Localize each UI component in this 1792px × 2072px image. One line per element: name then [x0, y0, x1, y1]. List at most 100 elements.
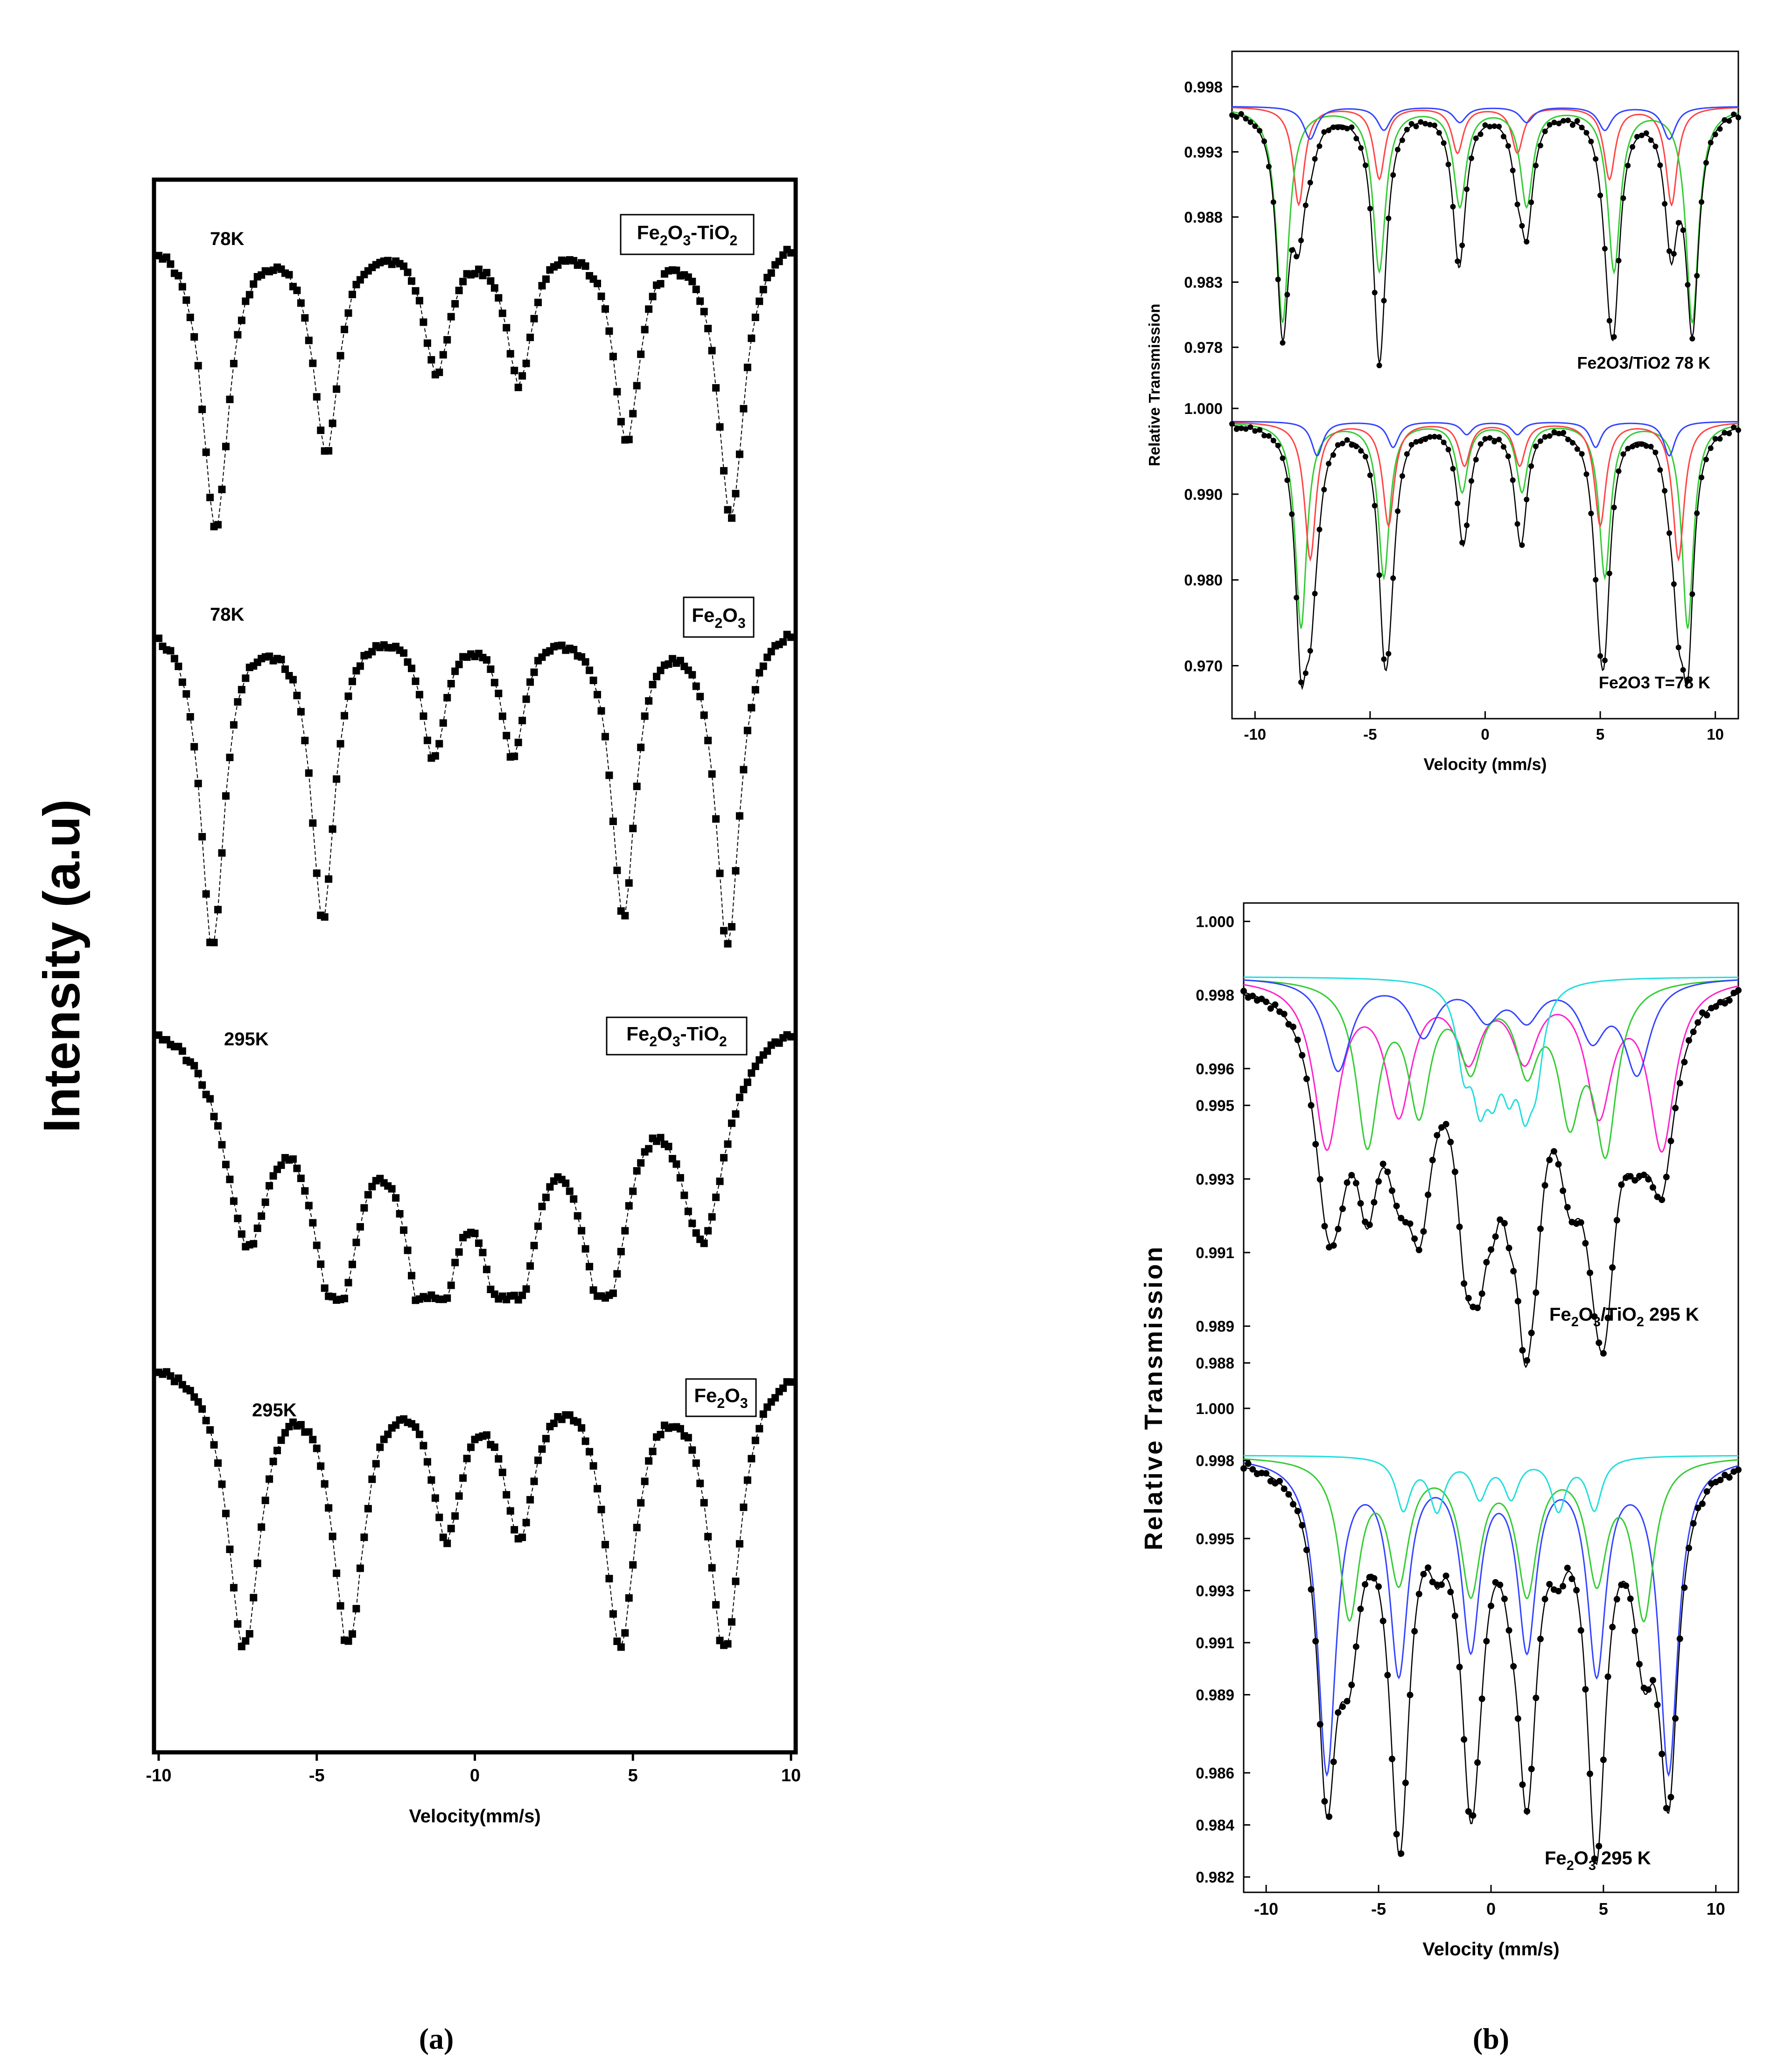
- data-point: [471, 1230, 479, 1238]
- data-point: [511, 366, 518, 374]
- data-point: [242, 674, 250, 682]
- data-point: [1620, 451, 1626, 457]
- data-point: [341, 712, 349, 720]
- y-tick-label: 0.996: [1196, 1060, 1234, 1078]
- data-point: [1330, 1758, 1337, 1765]
- data-point: [479, 1249, 487, 1257]
- data-point: [1565, 117, 1571, 123]
- data-point: [1671, 581, 1677, 587]
- subspectrum-1: [1243, 979, 1739, 1159]
- data-point: [1294, 1036, 1301, 1043]
- temperature-label: 78K: [210, 604, 244, 625]
- data-point: [1465, 1295, 1472, 1302]
- data-point: [1455, 258, 1461, 264]
- data-point: [732, 1577, 740, 1585]
- data-point: [1676, 1635, 1683, 1642]
- subspectrum-1: [1243, 1458, 1739, 1623]
- data-point: [1676, 1080, 1683, 1087]
- y-tick-label: 1.000: [1196, 1400, 1234, 1417]
- label-part: Fe: [1549, 1304, 1571, 1325]
- data-point: [696, 297, 704, 305]
- data-point: [238, 1230, 245, 1238]
- data-point: [538, 1203, 546, 1211]
- data-point: [546, 1183, 554, 1191]
- data-point: [1316, 1176, 1323, 1183]
- data-point: [210, 1113, 218, 1120]
- data-point: [1528, 199, 1534, 205]
- data-point: [447, 679, 455, 687]
- data-point: [250, 1240, 258, 1248]
- data-point: [1352, 1180, 1359, 1187]
- label-part: 3: [1589, 1858, 1596, 1873]
- data-point: [1528, 1765, 1535, 1772]
- data-point: [1699, 475, 1705, 481]
- data-point: [1415, 1246, 1422, 1253]
- x-tick-label: 0: [470, 1766, 480, 1785]
- data-point: [756, 669, 763, 677]
- data-point: [688, 1219, 696, 1227]
- data-point: [194, 779, 202, 787]
- data-point: [542, 275, 550, 283]
- data-point: [226, 1545, 234, 1553]
- data-point: [427, 1476, 435, 1484]
- data-point: [1689, 591, 1695, 597]
- data-point: [1257, 128, 1263, 134]
- data-point: [649, 293, 657, 301]
- data-point: [1649, 1184, 1656, 1191]
- data-point: [1533, 443, 1539, 449]
- data-point: [700, 711, 708, 719]
- data-point: [1281, 1485, 1288, 1492]
- data-point: [530, 1242, 538, 1250]
- panel-b-bottom-frame: [1243, 902, 1739, 1893]
- data-point: [1616, 468, 1622, 474]
- data-point: [1630, 443, 1636, 449]
- data-point: [688, 278, 696, 286]
- data-point: [218, 1480, 226, 1488]
- data-point: [1386, 651, 1392, 657]
- data-point: [1473, 135, 1479, 141]
- subpanel-1: 1.000 0.990 0.980 0.970 Fe2O3 T=78 K: [1184, 400, 1741, 692]
- data-point: [1731, 112, 1737, 118]
- data-point: [1275, 276, 1281, 282]
- data-point: [1597, 653, 1603, 659]
- data-point: [1582, 1240, 1589, 1247]
- data-point: [514, 738, 522, 746]
- data-point: [740, 405, 748, 413]
- data-point: [1249, 993, 1256, 1000]
- data-point: [1450, 466, 1456, 472]
- data-point: [1600, 1757, 1607, 1764]
- x-tick-label: 10: [1707, 1899, 1725, 1918]
- temperature-label: 295K: [224, 1029, 269, 1050]
- data-point: [1659, 1197, 1666, 1204]
- data-point: [1561, 430, 1567, 436]
- subspectrum-2: [1243, 1455, 1739, 1514]
- data-point: [751, 1063, 759, 1071]
- data-point: [1348, 1172, 1355, 1179]
- data-point: [589, 676, 597, 684]
- data-point: [1703, 1012, 1710, 1019]
- data-point: [1352, 1643, 1359, 1650]
- data-point: [704, 1533, 712, 1540]
- data-point: [321, 913, 329, 921]
- data-point: [1587, 1269, 1593, 1276]
- data-point: [1389, 1756, 1395, 1763]
- data-point: [526, 678, 534, 686]
- data-point: [1474, 1304, 1481, 1311]
- data-point: [1266, 433, 1272, 439]
- data-point: [665, 1142, 672, 1150]
- data-point: [748, 1069, 756, 1077]
- label-part: 2: [714, 616, 722, 631]
- data-point: [1390, 575, 1396, 581]
- data-point: [609, 352, 617, 360]
- data-point: [325, 875, 333, 883]
- curve-1: 78K Fe2O3: [155, 596, 795, 948]
- data-point: [522, 1285, 530, 1293]
- data-point: [415, 1430, 423, 1438]
- fit-line: [158, 1034, 791, 1301]
- data-point: [1675, 220, 1681, 226]
- data-point: [787, 1033, 795, 1041]
- data-point: [1312, 1141, 1319, 1148]
- data-point: [692, 1229, 700, 1237]
- data-point: [1249, 1466, 1256, 1473]
- data-point: [1634, 133, 1640, 140]
